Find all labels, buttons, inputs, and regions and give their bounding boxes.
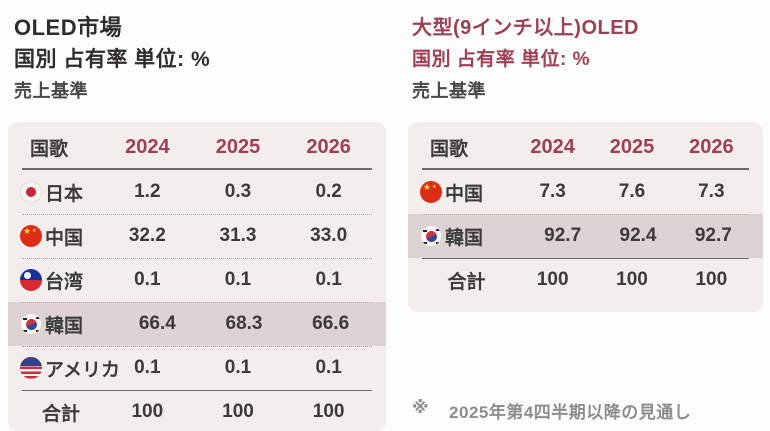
korea-flag-icon xyxy=(420,225,442,247)
value-cell: 0.1 xyxy=(134,357,161,378)
value-cell: 92.7 xyxy=(544,225,582,246)
korea-flag-icon xyxy=(20,313,42,335)
country-column-header: 国歌 xyxy=(430,138,469,160)
value-cell: 0.1 xyxy=(315,357,342,378)
china-flag-icon xyxy=(420,181,442,203)
footnote: ※ 2025年第4四半期以降の見通し xyxy=(412,398,691,423)
value-cell: 0.3 xyxy=(224,181,252,202)
value-cell: 0.1 xyxy=(224,269,252,290)
table-header-row: 国歌 2024 2025 2026 xyxy=(420,124,751,170)
oled-market-share-table: 国歌 2024 2025 2026 日本 1.2 0.3 0.2 中国 32.2 31.3 33.0 台… xyxy=(8,122,386,431)
total-value-cell: 100 xyxy=(222,401,254,422)
table-row: 台湾 0.1 0.1 0.1 xyxy=(20,258,374,302)
value-cell: 7.3 xyxy=(698,181,725,202)
right-subtitle: 国別 占有率 単位: % xyxy=(412,49,591,70)
year-column-header: 2025 xyxy=(609,135,655,158)
value-cell: 1.2 xyxy=(134,181,161,202)
country-name: 中国 xyxy=(45,227,84,249)
value-cell: 31.3 xyxy=(219,225,257,246)
china-flag-icon xyxy=(20,225,42,247)
country-column-header: 国歌 xyxy=(30,138,69,160)
total-value-cell: 100 xyxy=(616,269,648,290)
total-label: 合計 xyxy=(447,271,486,293)
total-value-cell: 100 xyxy=(131,401,164,422)
value-cell: 92.4 xyxy=(619,225,657,246)
year-column-header: 2026 xyxy=(306,135,351,158)
table-row: 中国 7.3 7.6 7.3 xyxy=(420,170,751,214)
usa-flag-icon xyxy=(20,357,42,379)
year-column-header: 2024 xyxy=(125,135,170,158)
value-cell: 0.1 xyxy=(224,357,252,378)
taiwan-flag-icon xyxy=(20,269,42,291)
value-cell: 0.1 xyxy=(315,269,342,290)
value-cell: 32.2 xyxy=(128,225,166,246)
country-name: 日本 xyxy=(45,183,84,205)
footnote-marker-icon: ※ xyxy=(412,398,430,417)
left-basis-label: 売上基準 xyxy=(14,81,88,101)
country-name: アメリカ xyxy=(45,359,121,381)
value-cell: 0.1 xyxy=(134,269,161,290)
right-title: 大型(9インチ以上)OLED xyxy=(412,17,639,39)
left-title: OLED市場 xyxy=(14,15,123,40)
total-label: 合計 xyxy=(41,403,80,425)
table-row: 韓国 66.4 68.3 66.6 xyxy=(8,302,386,346)
year-column-header: 2026 xyxy=(689,135,734,158)
value-cell: 0.2 xyxy=(315,181,342,202)
footnote-text: 2025年第4四半期以降の見通し xyxy=(449,403,692,422)
country-name: 中国 xyxy=(445,183,484,205)
table-row: 韓国 92.7 92.4 92.7 xyxy=(408,214,763,258)
total-value-cell: 100 xyxy=(536,269,569,290)
japan-flag-icon xyxy=(20,181,42,203)
table-row: アメリカ 0.1 0.1 0.1 xyxy=(20,346,374,390)
value-cell: 92.7 xyxy=(694,225,732,246)
table-header-row: 国歌 2024 2025 2026 xyxy=(20,124,374,170)
country-cell: 韓国 xyxy=(20,311,114,338)
total-row: 合計 100 100 100 xyxy=(420,258,751,302)
country-cell: 日本 xyxy=(20,179,102,206)
country-cell: 中国 xyxy=(20,223,102,250)
left-title-block: OLED市場 国別 占有率 単位: % 売上基準 xyxy=(14,12,210,106)
value-cell: 66.6 xyxy=(312,313,350,334)
total-row: 合計 100 100 100 xyxy=(20,390,374,431)
right-basis-label: 売上基準 xyxy=(412,81,486,101)
right-title-block: 大型(9インチ以上)OLED 国別 占有率 単位: % 売上基準 xyxy=(412,12,639,106)
country-cell: 韓国 xyxy=(420,223,525,250)
country-cell: アメリカ xyxy=(20,355,120,382)
value-cell: 7.6 xyxy=(618,181,646,202)
value-cell: 33.0 xyxy=(310,225,348,246)
total-value-cell: 100 xyxy=(312,401,345,422)
table-row: 日本 1.2 0.3 0.2 xyxy=(20,170,374,214)
table-row: 中国 32.2 31.3 33.0 xyxy=(20,214,374,258)
value-cell: 66.4 xyxy=(138,313,176,334)
total-value-cell: 100 xyxy=(695,269,728,290)
country-name: 台湾 xyxy=(45,271,84,293)
large-oled-share-table: 国歌 2024 2025 2026 中国 7.3 7.6 7.3 韓国 92.7 92.4 92.7 合… xyxy=(408,122,763,312)
country-name: 韓国 xyxy=(445,227,484,249)
country-cell: 中国 xyxy=(420,179,513,206)
year-column-header: 2024 xyxy=(530,135,575,158)
left-subtitle: 国別 占有率 単位: % xyxy=(14,48,211,71)
value-cell: 68.3 xyxy=(225,313,263,334)
country-cell: 台湾 xyxy=(20,267,102,294)
country-name: 韓国 xyxy=(45,315,84,337)
year-column-header: 2025 xyxy=(215,135,261,158)
value-cell: 7.3 xyxy=(539,181,566,202)
